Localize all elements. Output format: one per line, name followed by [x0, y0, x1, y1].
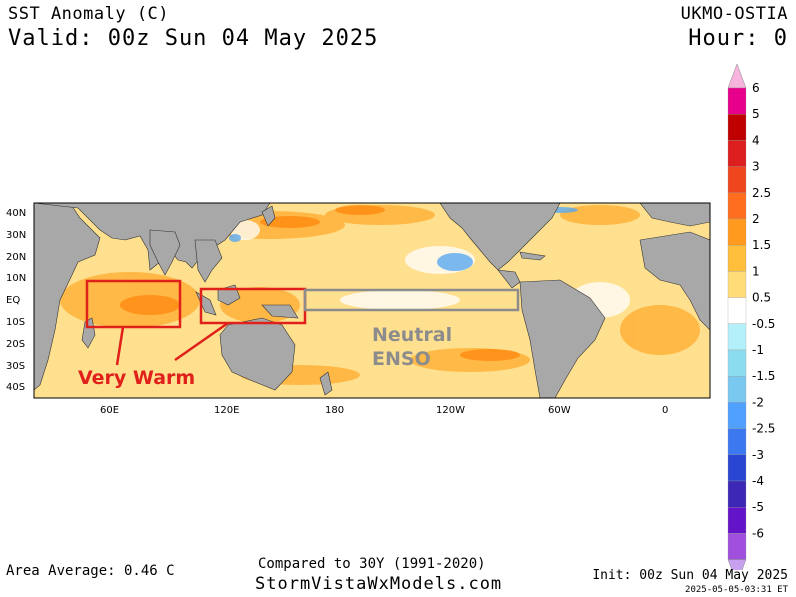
- latitude-label: 40N: [6, 208, 27, 219]
- india-land: [149, 229, 181, 276]
- colorbar-swatch: [727, 533, 747, 560]
- new-zealand-land: [319, 371, 333, 396]
- neutral-label: Neutral: [372, 324, 452, 346]
- longitude-label: 0: [662, 405, 669, 416]
- colorbar-swatch: [727, 507, 747, 534]
- colorbar-label: -0.5: [752, 317, 775, 331]
- colorbar-swatch: [727, 192, 747, 220]
- map-frame: [33, 202, 711, 399]
- colorbar-swatch: [727, 402, 747, 429]
- longitude-label: 120W: [436, 405, 465, 416]
- colorbar-label: 6: [752, 81, 760, 95]
- colorbar-label: -5: [752, 500, 764, 514]
- colorbar-label: -1.5: [752, 369, 775, 383]
- generated-timestamp: 2025-05-05-03:31 ET: [685, 585, 788, 595]
- colorbar-label: 4: [752, 133, 760, 147]
- indian-ocean-box: [85, 279, 182, 329]
- arrow-line-2: [174, 321, 229, 362]
- colorbar-label: -3: [752, 448, 764, 462]
- colorbar-swatch: [727, 349, 747, 377]
- colorbar-label: -2.5: [752, 422, 775, 436]
- latitude-label: 20N: [6, 251, 27, 263]
- colorbar-label: 0.5: [752, 291, 771, 305]
- colorbar-top-arrow: [727, 63, 747, 89]
- colorbar-swatch: [727, 323, 747, 351]
- new-guinea-land: [261, 304, 299, 319]
- colorbar-swatch: [727, 480, 747, 508]
- latitude-label: 40S: [6, 382, 26, 394]
- init-time: Init: 00z Sun 04 May 2025: [592, 568, 788, 583]
- map-title: SST Anomaly (C): [8, 4, 170, 24]
- longitude-label: 60E: [100, 405, 120, 416]
- colorbar-label: 5: [752, 107, 760, 121]
- europe-land: [639, 203, 710, 227]
- colorbar-label: 2.5: [752, 186, 771, 200]
- latitude-label: 30S: [6, 360, 26, 372]
- colorbar-label: -4: [752, 474, 764, 488]
- south-america-land: [519, 279, 606, 398]
- longitude-label: 60W: [548, 405, 571, 416]
- colorbar-swatch: [727, 376, 747, 403]
- latitude-label: 30N: [6, 229, 27, 241]
- hot-anomaly-regions: [120, 205, 520, 361]
- colorbar-label: 1: [752, 264, 760, 278]
- site-credit: StormVistaWxModels.com: [255, 574, 503, 594]
- nino-region-box: [303, 288, 520, 312]
- colorbar-label: 1.5: [752, 238, 771, 252]
- climatology-period: Compared to 30Y (1991-2020): [258, 556, 486, 572]
- colorbar-swatch: [727, 454, 747, 482]
- forecast-hour: Hour: 0: [688, 26, 788, 51]
- japan-land: [261, 205, 276, 227]
- arrow-line-1: [115, 326, 125, 366]
- area-average: Area Average: 0.46 C: [6, 563, 175, 579]
- colorbar-swatch: [727, 271, 747, 298]
- colorbar-label: -2: [752, 395, 764, 409]
- caribbean-land: [519, 251, 546, 261]
- latitude-label: 20S: [6, 338, 26, 350]
- colorbar-bottom-arrow: [727, 559, 747, 570]
- very-warm-label: Very Warm: [78, 367, 195, 389]
- longitude-label: 120E: [214, 405, 240, 416]
- model-name: UKMO-OSTIA: [680, 4, 788, 24]
- colorbar-swatch: [727, 114, 747, 141]
- latitude-label: EQ: [6, 295, 21, 307]
- latitude-label: 10S: [6, 317, 26, 328]
- land-masses: [34, 203, 710, 398]
- north-america-land: [439, 203, 561, 271]
- west-africa-land: [639, 231, 710, 331]
- latitude-label: 10N: [6, 273, 27, 285]
- indochina-land: [194, 239, 223, 283]
- colorbar-label: 2: [752, 212, 760, 226]
- colorbar-swatch: [727, 87, 747, 115]
- colorbar-swatch: [727, 140, 747, 167]
- colorbar-label: -1: [752, 343, 764, 357]
- colorbar-label: -6: [752, 526, 764, 540]
- africa-land: [34, 203, 101, 391]
- colorbar-swatch: [727, 166, 747, 193]
- madagascar-land: [81, 317, 96, 349]
- enso-label: ENSO: [372, 348, 431, 370]
- colorbar-label: 3: [752, 160, 760, 174]
- colorbar: 6 5 4 3 2.5 2 1.5 1 0.5 -0.5 -1 -1.5 -2 -2.5 -3 -4 -5 -6: [727, 63, 775, 570]
- colorbar-swatch: [727, 428, 747, 455]
- longitude-label: 180: [325, 405, 345, 416]
- colorbar-swatch: [727, 245, 747, 272]
- valid-time: Valid: 00z Sun 04 May 2025: [8, 26, 379, 51]
- colorbar-swatch: [727, 218, 747, 246]
- colorbar-swatch: [727, 297, 747, 324]
